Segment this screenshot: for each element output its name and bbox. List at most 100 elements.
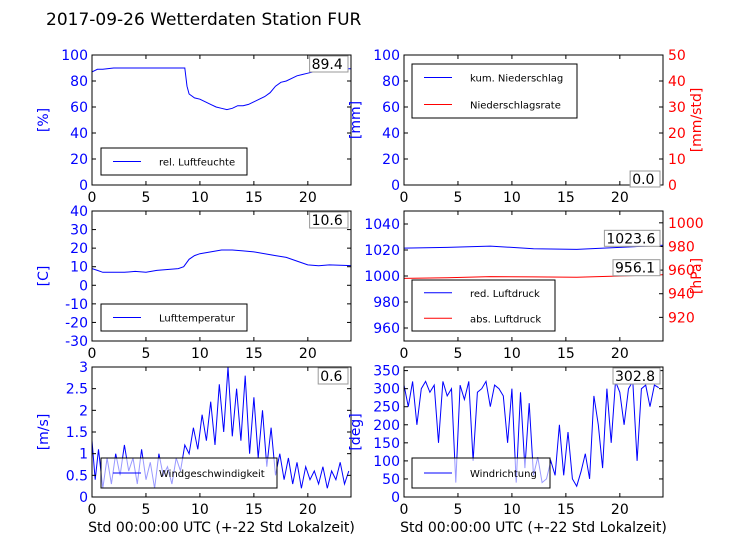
current-value: 89.4 <box>312 57 343 73</box>
y-tick-label: 80 <box>382 74 400 90</box>
y-tick-label: 100 <box>373 454 400 470</box>
y-tick-label: -10 <box>65 297 88 313</box>
x-tick-label: 5 <box>141 190 150 206</box>
legend-label: rel. Luftfeuchte <box>159 158 235 169</box>
x-tick-label: 0 <box>88 190 97 206</box>
legend-label: Windrichtung <box>470 469 537 480</box>
y-axis-label: [deg] <box>348 413 364 450</box>
x-tick-label: 20 <box>299 190 317 206</box>
y-tick-label: 2 <box>79 403 88 419</box>
y-tick-label: 40 <box>70 126 88 142</box>
chart-windspeed: 0 5 10 15 20 0 0.5 1 1.5 2 2.5 3 [m/s] Std 00:00:00 U… <box>36 360 355 536</box>
y-axis-label: [%] <box>36 108 52 132</box>
y-tick-label: 0 <box>391 490 400 506</box>
y-axis-label: [mm] <box>348 101 364 139</box>
y-tick-label: 1.5 <box>66 425 88 441</box>
legend-label: Niederschlagsrate <box>470 101 561 112</box>
x-tick-label: 15 <box>245 502 263 518</box>
legend-box <box>411 457 551 489</box>
y-tick-label: 60 <box>382 100 400 116</box>
x-tick-label: 20 <box>611 346 629 362</box>
x-tick-label: 5 <box>453 190 462 206</box>
x-tick-label: 15 <box>245 190 263 206</box>
y-tick-label-right: 1000 <box>668 216 704 232</box>
chart-pressure: 0 5 10 15 20 960 980 1000 1020 1040 920 940 960 980 10… <box>364 210 705 362</box>
x-tick-label: 10 <box>503 502 521 518</box>
y-axis-label-right: [mm/std] <box>689 88 705 153</box>
current-value-left: 0.0 <box>632 172 654 188</box>
y-tick-label: 0 <box>79 490 88 506</box>
y-tick-label: 50 <box>382 472 400 488</box>
x-tick-label: 10 <box>191 502 209 518</box>
current-value-box <box>612 367 661 385</box>
x-tick-label: 5 <box>453 346 462 362</box>
x-tick-label: 15 <box>245 346 263 362</box>
y-tick-label: 0 <box>79 278 88 294</box>
y-tick-label: 60 <box>70 100 88 116</box>
y-tick-label: 40 <box>382 126 400 142</box>
y-tick-label: 0 <box>391 178 400 194</box>
y-tick-label: 250 <box>373 400 400 416</box>
y-tick-label: -20 <box>65 315 88 331</box>
legend-label: Windgeschwindigkeit <box>159 469 265 480</box>
y-axis-label: [C] <box>36 266 52 287</box>
x-tick-label: 20 <box>611 190 629 206</box>
y-tick-label: 2.5 <box>66 382 88 398</box>
y-tick-label: 0.5 <box>66 468 88 484</box>
x-tick-label: 0 <box>400 502 409 518</box>
x-tick-label: 0 <box>88 346 97 362</box>
current-value-left: 1023.6 <box>606 231 655 247</box>
y-tick-label: 200 <box>373 418 400 434</box>
y-tick-label: 100 <box>373 48 400 64</box>
y-tick-label: 150 <box>373 436 400 452</box>
plot-frame <box>403 366 664 498</box>
y-tick-label-right: 0 <box>668 178 677 194</box>
x-tick-label: 5 <box>141 502 150 518</box>
current-value-left-box <box>629 170 661 188</box>
y-tick-label: 1 <box>79 447 88 463</box>
y-tick-label: 960 <box>373 321 400 337</box>
current-value: 10.6 <box>312 213 343 229</box>
plot-frame <box>91 54 352 186</box>
x-tick-label: 10 <box>503 346 521 362</box>
y-tick-label: 40 <box>70 204 88 220</box>
chart-humidity: 0 5 10 15 20 0 20 40 60 80 100 [%] 89.4 rel. Luftfeuc… <box>36 48 352 206</box>
y-tick-label: 3 <box>79 360 88 376</box>
x-axis-label: Std 00:00:00 UTC (+-22 Std Lokalzeit) <box>400 520 667 536</box>
current-value: 302.8 <box>615 369 655 385</box>
y-tick-label: 1040 <box>364 217 400 233</box>
chart-precipitation: 0 5 10 15 20 0 20 40 60 80 100 0 10 20 30 40 50 [mm] [mm/s… <box>348 48 705 206</box>
y-axis-label: [m/s] <box>36 414 52 451</box>
x-tick-label: 15 <box>557 190 575 206</box>
plot-frame <box>403 54 664 186</box>
chart-temperature: 0 5 10 15 20 -30 -20 -10 0 10 20 30 40 [C] 10.6 Lufttem… <box>36 204 352 362</box>
x-tick-label: 0 <box>88 502 97 518</box>
y-tick-label-right: 20 <box>668 126 686 142</box>
x-tick-label: 10 <box>503 190 521 206</box>
y-tick-label: -30 <box>65 334 88 350</box>
y-tick-label-right: 960 <box>668 263 695 279</box>
current-value-right-box <box>612 259 661 277</box>
x-tick-label: 20 <box>299 502 317 518</box>
y-tick-label: 980 <box>373 295 400 311</box>
legend-label: abs. Luftdruck <box>470 314 541 325</box>
y-tick-label: 100 <box>61 48 88 64</box>
y-tick-label: 1000 <box>364 269 400 285</box>
current-value: 0.6 <box>320 369 342 385</box>
y-tick-label: 350 <box>373 364 400 380</box>
y-axis-label-right: [hPa] <box>689 258 705 294</box>
y-tick-label-right: 10 <box>668 152 686 168</box>
y-tick-label: 20 <box>382 152 400 168</box>
y-tick-label-right: 30 <box>668 100 686 116</box>
legend-label: red. Luftdruck <box>470 289 540 300</box>
current-value-left-box <box>603 229 661 247</box>
y-tick-label-right: 980 <box>668 239 695 255</box>
y-tick-label: 10 <box>70 260 88 276</box>
current-value-box <box>317 367 349 385</box>
legend-box <box>411 63 578 119</box>
x-axis-label: Std 00:00:00 UTC (+-22 Std Lokalzeit) <box>88 520 355 536</box>
x-tick-label: 0 <box>400 190 409 206</box>
y-tick-label-right: 40 <box>668 74 686 90</box>
x-tick-label: 0 <box>400 346 409 362</box>
